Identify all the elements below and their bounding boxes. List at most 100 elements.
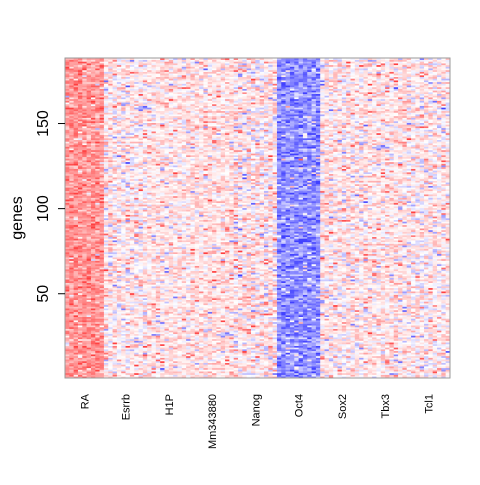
heatmap-cell: [160, 109, 165, 112]
heatmap-cell: [65, 71, 70, 74]
heatmap-cell: [125, 245, 131, 248]
heatmap-cell: [168, 177, 174, 180]
heatmap-cell: [65, 189, 70, 192]
heatmap-cell: [151, 81, 157, 84]
heatmap-cell: [151, 279, 157, 282]
heatmap-cell: [125, 95, 131, 98]
heatmap-cell: [168, 200, 174, 203]
heatmap-cell: [125, 178, 131, 181]
heatmap-cell: [138, 332, 144, 335]
heatmap-cell: [77, 265, 83, 268]
heatmap-cell: [77, 229, 83, 232]
heatmap-cell: [168, 131, 174, 134]
heatmap-cell: [65, 114, 70, 117]
heatmap-cell: [69, 206, 74, 209]
heatmap-cell: [147, 357, 152, 360]
heatmap-cell: [151, 141, 157, 144]
heatmap-cell: [103, 172, 109, 175]
heatmap-cell: [142, 272, 148, 275]
heatmap-cell: [125, 272, 131, 275]
heatmap-cell: [77, 354, 83, 357]
heatmap-cell: [112, 306, 118, 309]
heatmap-cell: [147, 343, 152, 346]
heatmap-cell: [90, 260, 96, 263]
heatmap-cell: [69, 325, 74, 328]
heatmap-cell: [99, 340, 105, 343]
heatmap-cell: [129, 294, 135, 297]
heatmap-cell: [160, 219, 165, 222]
heatmap-cell: [121, 180, 126, 183]
heatmap-cell: [121, 204, 126, 207]
heatmap-cell: [90, 156, 96, 159]
heatmap-cell: [155, 199, 161, 202]
heatmap-cell: [103, 144, 109, 147]
heatmap-cell: [173, 138, 178, 140]
heatmap-cell: [112, 151, 118, 154]
heatmap-cell: [112, 165, 118, 168]
heatmap-cell: [134, 321, 139, 324]
heatmap-cell: [168, 170, 174, 173]
heatmap-cell: [164, 306, 170, 309]
heatmap-cell: [173, 134, 178, 137]
heatmap-cell: [95, 58, 100, 60]
heatmap-cell: [147, 255, 152, 258]
heatmap-cell: [65, 151, 70, 154]
heatmap-cell: [116, 269, 122, 272]
heatmap-cell: [142, 212, 148, 215]
heatmap-cell: [151, 355, 157, 358]
heatmap-cell: [129, 88, 135, 91]
heatmap-cell: [155, 212, 161, 215]
heatmap-cell: [108, 88, 113, 91]
heatmap-cell: [129, 282, 135, 285]
heatmap-cell: [134, 326, 139, 329]
heatmap-cell: [129, 209, 135, 212]
heatmap-cell: [155, 311, 161, 314]
heatmap-cell: [65, 197, 70, 200]
heatmap-cell: [138, 132, 144, 135]
heatmap-cell: [168, 367, 174, 370]
heatmap-cell: [77, 309, 83, 312]
heatmap-cell: [155, 272, 161, 275]
heatmap-cell: [73, 197, 79, 200]
heatmap-cell: [99, 197, 105, 200]
heatmap-cell: [77, 107, 83, 110]
heatmap-cell: [95, 107, 100, 110]
heatmap-cell: [177, 195, 183, 198]
heatmap-cell: [168, 182, 174, 185]
heatmap-cell: [103, 173, 109, 176]
heatmap-cell: [155, 299, 161, 302]
heatmap-cell: [121, 124, 126, 127]
heatmap-cell: [173, 126, 178, 129]
heatmap-cell: [116, 245, 122, 248]
heatmap-cell: [86, 103, 92, 106]
heatmap-cell: [173, 100, 178, 103]
heatmap-cell: [108, 241, 113, 244]
heatmap-cell: [112, 219, 118, 222]
heatmap-cell: [164, 127, 170, 130]
heatmap-cell: [95, 92, 100, 95]
heatmap-cell: [121, 61, 126, 64]
heatmap-cell: [82, 260, 87, 263]
heatmap-cell: [69, 292, 74, 295]
heatmap-cell: [90, 85, 96, 88]
heatmap-cell: [112, 371, 118, 374]
heatmap-cell: [147, 328, 152, 331]
heatmap-cell: [160, 240, 165, 243]
heatmap-cell: [129, 286, 135, 289]
heatmap-cell: [134, 192, 139, 195]
heatmap-cell: [147, 83, 152, 86]
heatmap-cell: [77, 269, 83, 272]
heatmap-cell: [160, 172, 165, 175]
heatmap-cell: [160, 298, 165, 300]
heatmap-cell: [147, 160, 152, 163]
heatmap-cell: [129, 68, 135, 71]
heatmap-cell: [138, 187, 144, 190]
heatmap-cell: [129, 372, 135, 375]
heatmap-cell: [164, 61, 170, 64]
heatmap-cell: [151, 333, 157, 336]
heatmap-cell: [168, 362, 174, 365]
heatmap-cell: [121, 105, 126, 108]
heatmap-cell: [95, 258, 100, 261]
heatmap-cell: [134, 282, 139, 285]
heatmap-cell: [77, 330, 83, 333]
